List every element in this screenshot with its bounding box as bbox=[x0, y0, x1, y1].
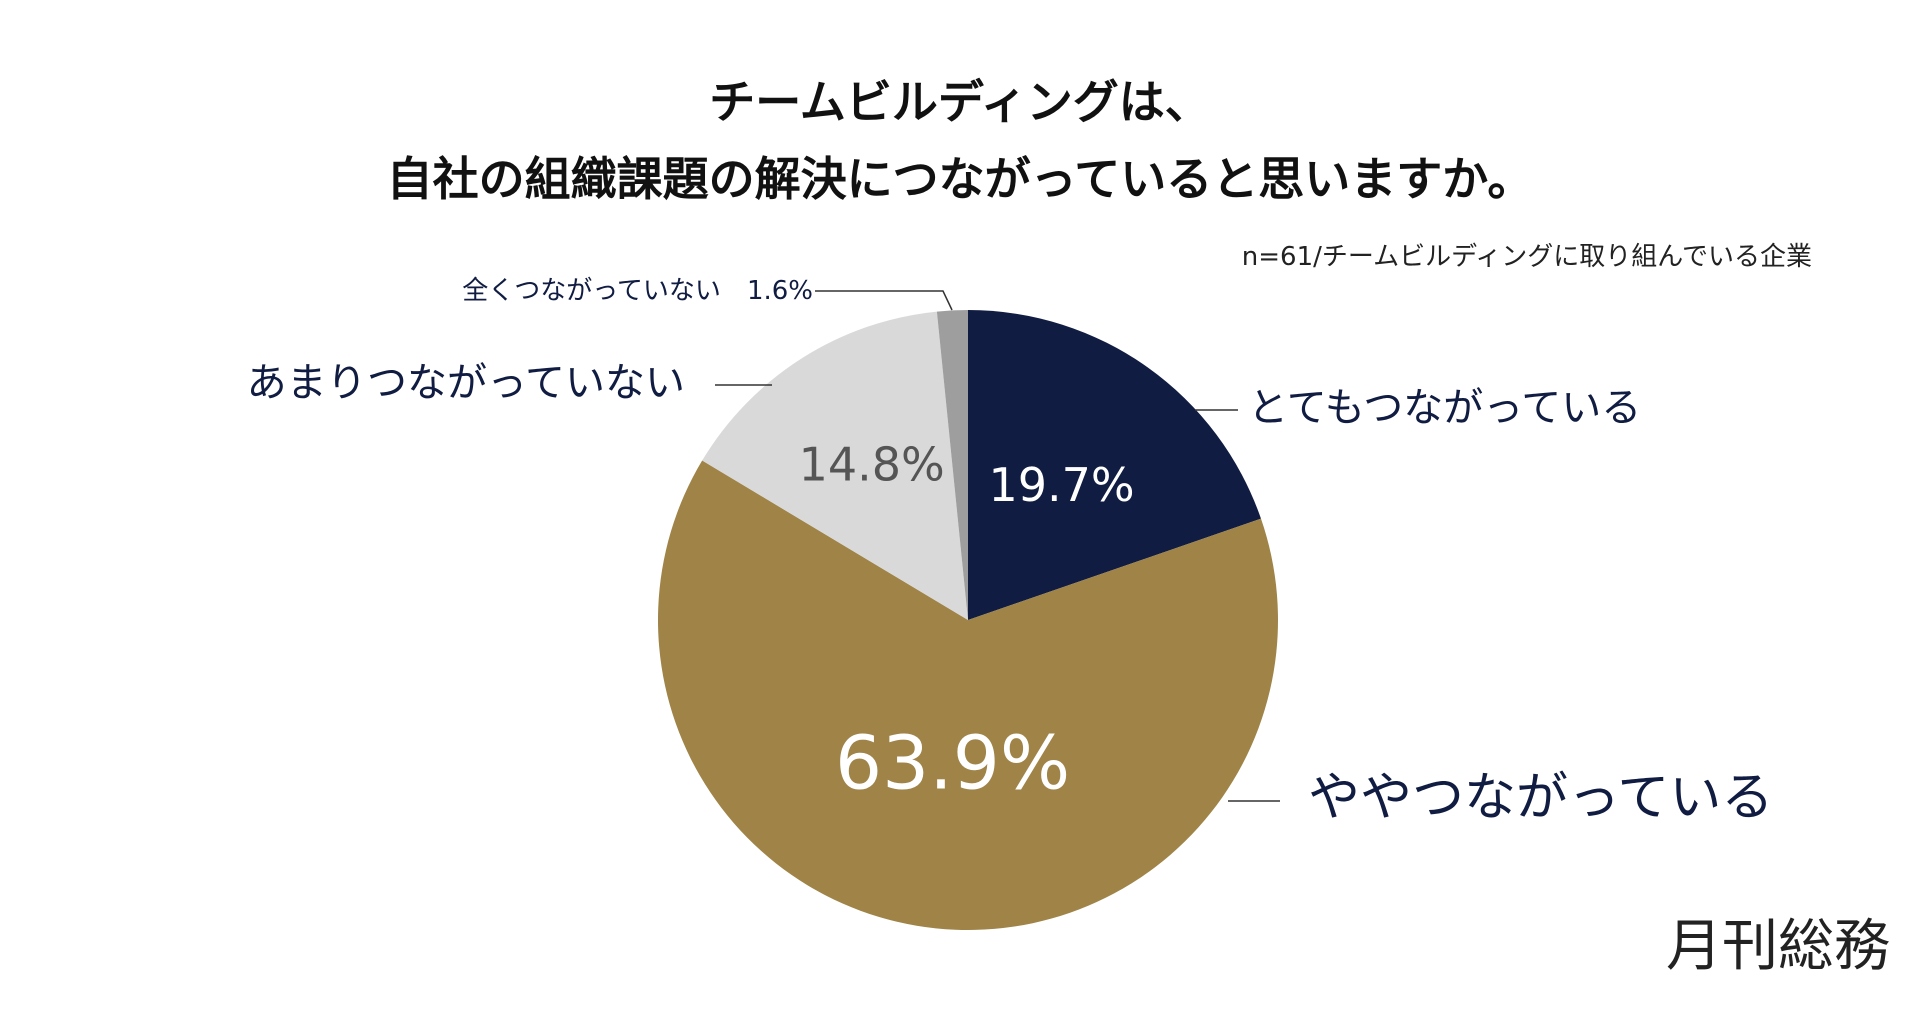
brand-logo: 月刊総務 bbox=[1666, 914, 1890, 979]
slice-category-label: 全くつながっていない 1.6% bbox=[462, 276, 813, 306]
sample-note: n=61/チームビルディングに取り組んでいる企業 bbox=[1242, 242, 1812, 272]
slice-percent-label: 19.7% bbox=[988, 458, 1134, 512]
slice-category-label: あまりつながっていない bbox=[247, 360, 685, 406]
pie-slices bbox=[658, 310, 1279, 930]
slice-category-label: とてもつながっている bbox=[1248, 385, 1641, 431]
slice-category-text: 全くつながっていない bbox=[462, 276, 747, 306]
slice-percent-label: 14.8% bbox=[799, 438, 945, 492]
pie-labels: 19.7% とてもつながっている 63.9% ややつながっている 14.8% あまりつなが… bbox=[247, 276, 1774, 829]
slice-category-label: ややつながっている bbox=[1308, 768, 1773, 828]
slice-percent-label: 63.9% bbox=[835, 721, 1070, 807]
pie-slice bbox=[968, 310, 1261, 620]
leader-line bbox=[815, 290, 953, 311]
pie-slice bbox=[702, 311, 968, 620]
pie-slice bbox=[936, 310, 968, 620]
slice-percent-label: 1.6% bbox=[747, 276, 813, 306]
pie-slice bbox=[658, 460, 1279, 930]
chart-title-line-2: 自社の組織課題の解決につながっていると思いますか。 bbox=[387, 152, 1534, 206]
chart-title-line-1: チームビルディングは、 bbox=[709, 75, 1210, 129]
leader-lines bbox=[715, 290, 1280, 802]
